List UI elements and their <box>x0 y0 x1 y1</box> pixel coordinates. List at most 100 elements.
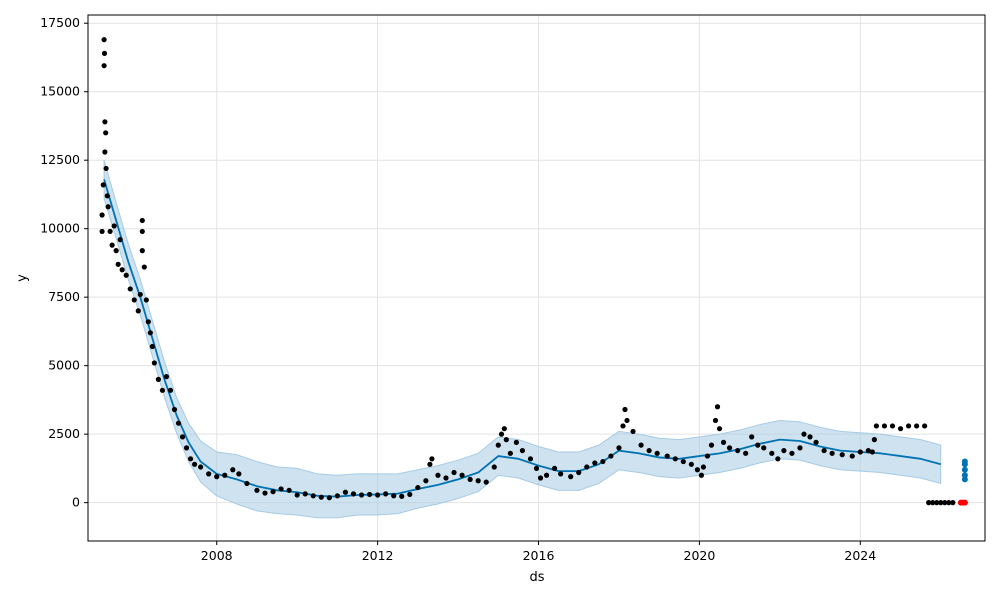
observed-point <box>781 447 787 454</box>
observed-point <box>383 491 389 497</box>
observed-point <box>905 423 912 429</box>
observed-point <box>491 464 497 470</box>
observed-point <box>537 475 544 481</box>
observed-point <box>716 426 723 432</box>
observed-point <box>270 489 276 495</box>
observed-point <box>302 491 308 497</box>
observed-point <box>123 272 129 278</box>
observed-point <box>950 500 956 506</box>
observed-point <box>873 423 879 429</box>
observed-point <box>102 149 108 155</box>
observed-point <box>459 472 465 478</box>
observed-point <box>622 406 628 413</box>
forecast-line-group <box>103 179 968 498</box>
observed-point <box>278 486 284 492</box>
x-tick-label: 2008 <box>201 548 233 563</box>
y-axis-label: y <box>15 274 30 282</box>
observed-point <box>889 423 896 429</box>
observed-point <box>143 297 149 303</box>
observed-point <box>103 165 109 172</box>
observed-point <box>807 434 813 440</box>
x-tick-label: 2020 <box>684 548 716 563</box>
observed-point <box>735 447 741 454</box>
observed-point <box>930 500 936 506</box>
observed-point <box>435 472 441 478</box>
observed-point <box>451 469 457 476</box>
observed-point <box>139 248 145 254</box>
observed-point <box>897 426 904 432</box>
observed-point <box>821 447 827 454</box>
observed-point <box>206 471 212 477</box>
observed-point <box>672 456 678 462</box>
observed-point <box>326 495 332 501</box>
observed-point <box>513 439 519 445</box>
observed-point <box>236 471 242 477</box>
observed-point <box>151 360 157 366</box>
observed-point <box>743 450 749 456</box>
observed-point <box>135 308 141 314</box>
plot-frame <box>87 14 986 542</box>
highlight-point <box>961 499 968 506</box>
uncertainty-band <box>103 160 942 519</box>
observed-point <box>620 423 626 429</box>
y-tick-label: 5000 <box>48 358 80 373</box>
observed-point <box>558 471 564 477</box>
y-tick-label: 2500 <box>48 426 80 441</box>
observed-point <box>568 474 574 480</box>
observed-point <box>533 465 540 472</box>
observed-point <box>147 330 153 336</box>
observed-point <box>139 228 145 235</box>
observed-point <box>503 437 509 443</box>
observed-point <box>704 453 711 459</box>
observed-point <box>342 489 349 495</box>
observed-point <box>914 423 920 429</box>
observed-point <box>318 494 324 500</box>
observed-point <box>630 428 636 435</box>
observed-point <box>616 445 622 451</box>
observed-point <box>119 267 125 273</box>
observed-point <box>839 452 845 458</box>
observed-point <box>358 492 365 498</box>
observed-point <box>600 458 606 465</box>
observed-point <box>527 456 534 462</box>
observed-point <box>801 431 807 437</box>
observed-point <box>624 417 630 424</box>
observed-point <box>552 465 558 472</box>
observed-point <box>102 119 108 125</box>
observed-point <box>104 193 110 199</box>
observed-point <box>543 472 550 478</box>
observed-point <box>100 182 106 188</box>
y-tick-label: 15000 <box>40 84 80 99</box>
observed-point <box>646 447 652 454</box>
observed-point <box>483 479 489 485</box>
observed-point <box>427 461 433 467</box>
observed-point <box>286 487 292 493</box>
x-tick-label: 2024 <box>844 548 876 563</box>
observed-point <box>105 204 111 210</box>
observed-point <box>101 50 108 56</box>
observed-point <box>115 261 121 267</box>
observed-point <box>638 442 644 448</box>
observed-point <box>155 376 161 382</box>
observed-point <box>407 491 413 498</box>
observed-point <box>163 374 170 380</box>
observed-point <box>113 248 119 254</box>
observed-point <box>708 442 715 448</box>
observed-point <box>99 212 105 218</box>
observed-point <box>423 478 429 484</box>
observed-point <box>938 500 944 506</box>
observed-point <box>871 437 877 443</box>
observed-point <box>171 406 178 413</box>
observed-point <box>131 297 137 303</box>
observed-point <box>179 434 186 440</box>
y-axis-ticks: 0 2500 5000 7500 10000 12500 15000 17500 <box>40 15 88 510</box>
observed-point <box>101 37 107 43</box>
observed-point <box>576 469 582 476</box>
observed-point <box>198 464 204 470</box>
observed-point <box>714 404 721 410</box>
y-tick-label: 0 <box>72 495 80 510</box>
observed-point <box>254 487 260 493</box>
observed-point <box>103 130 109 136</box>
